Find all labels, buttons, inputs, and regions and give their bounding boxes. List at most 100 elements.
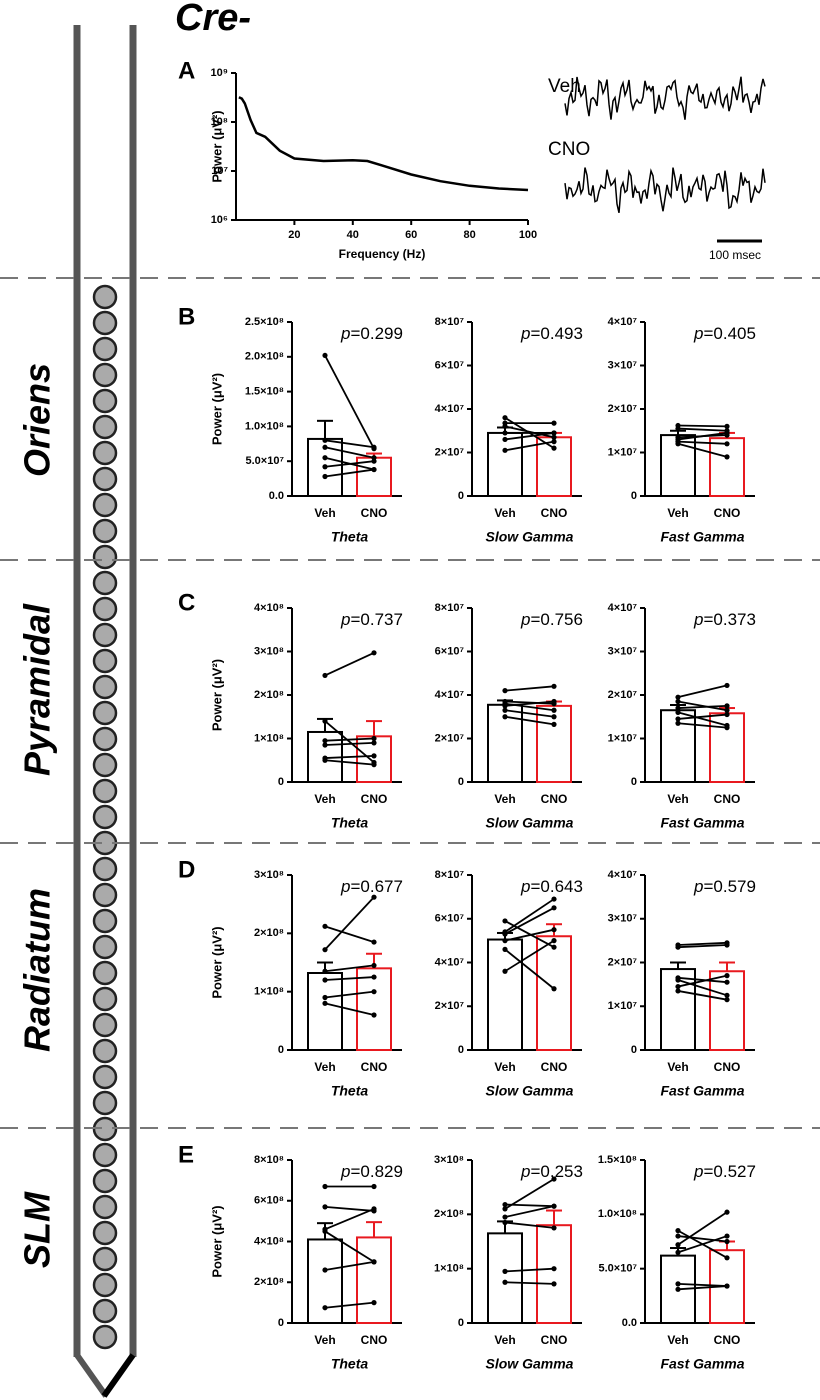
paired-line — [677, 704, 728, 709]
subject-point — [322, 757, 328, 763]
subject-point — [675, 694, 681, 700]
probe-contact — [92, 362, 118, 388]
subject-point — [322, 718, 328, 724]
y-tick-label: 1×10⁸ — [434, 1263, 464, 1275]
subject-point — [371, 894, 377, 900]
bar — [356, 967, 392, 1051]
subject-point — [551, 986, 557, 992]
probe-contact — [92, 986, 118, 1012]
paired-line — [677, 440, 728, 445]
subject-point — [551, 944, 557, 950]
panel-letter: D — [178, 856, 195, 883]
y-tick-label: 0 — [278, 1317, 284, 1329]
paired-line — [677, 700, 728, 712]
subject-point — [371, 1206, 377, 1212]
subject-point — [322, 947, 328, 953]
subject-point — [322, 437, 328, 443]
subject-point — [675, 988, 681, 994]
subject-point — [322, 352, 328, 359]
p-text: =0.527 — [703, 1162, 755, 1181]
bar — [356, 456, 392, 497]
paired-line — [324, 1208, 375, 1231]
probe-contact — [92, 518, 118, 544]
probe-tip — [101, 1353, 136, 1398]
subject-point — [675, 983, 681, 990]
paired-line — [677, 424, 728, 428]
paired-line — [504, 907, 555, 935]
subject-point — [675, 1228, 681, 1234]
y-tick-label: 8×10⁷ — [435, 869, 465, 881]
probe-contact — [92, 388, 118, 414]
error-bar — [719, 961, 735, 972]
paired-line — [324, 741, 375, 746]
panel-letter: C — [178, 589, 195, 616]
subject-point — [322, 1000, 328, 1006]
subject-point — [724, 707, 730, 713]
x-tick-label: Veh — [494, 1333, 515, 1347]
x-tick-label: Veh — [314, 792, 335, 806]
subject-point — [551, 938, 557, 944]
paired-line — [677, 944, 728, 949]
p-text: =0.299 — [350, 324, 402, 343]
y-axis-title: Power (μV²) — [209, 1205, 224, 1277]
subject-point — [502, 1279, 508, 1285]
bar — [487, 938, 523, 1051]
subject-point — [502, 714, 508, 720]
y-tick-label: 0 — [278, 1044, 284, 1056]
subject-point — [551, 707, 557, 713]
subject-point — [675, 709, 681, 716]
paired-line — [677, 941, 728, 946]
subject-point — [551, 1225, 557, 1231]
subject-point — [502, 1201, 508, 1208]
x-tick-label: 100 — [519, 229, 537, 241]
y-tick-label: 4×10⁸ — [254, 602, 284, 614]
paired-line — [504, 685, 555, 692]
probe-contact — [92, 1194, 118, 1220]
paired-line — [324, 1301, 375, 1309]
bar — [487, 1232, 523, 1324]
x-tick-label: CNO — [361, 506, 388, 520]
error-bar — [317, 419, 333, 439]
y-tick-label: 6×10⁸ — [254, 1195, 284, 1207]
y-axis-title: Power (μV²) — [209, 659, 224, 731]
subject-point — [322, 977, 328, 983]
paired-line — [324, 1002, 375, 1016]
paired-line — [324, 737, 375, 742]
subject-point — [371, 458, 377, 464]
paired-line — [504, 440, 555, 452]
probe-contact — [92, 414, 118, 440]
subject-point — [322, 738, 328, 744]
y-tick-label: 2×10⁷ — [608, 956, 638, 968]
subject-point — [371, 1300, 377, 1306]
subject-point — [322, 464, 328, 470]
subject-point — [724, 1283, 730, 1289]
subject-point — [724, 703, 730, 709]
paired-line — [324, 964, 375, 973]
x-tick-label: CNO — [714, 1060, 741, 1074]
probe-contact — [92, 934, 118, 960]
subject-point — [371, 740, 377, 746]
subject-point — [322, 455, 328, 461]
y-tick-label: 8×10⁸ — [254, 1154, 284, 1166]
error-bar — [366, 720, 382, 737]
y-tick-label: 1×10⁷ — [608, 732, 638, 744]
y-tick-label: 0 — [631, 776, 637, 788]
p-symbol: p — [340, 610, 350, 629]
y-tick-label: 0 — [458, 1317, 464, 1329]
paired-line — [504, 1178, 555, 1210]
paired-line — [677, 990, 728, 1001]
x-tick-label: CNO — [361, 1060, 388, 1074]
bar — [307, 972, 343, 1051]
x-tick-label: Veh — [667, 792, 688, 806]
x-tick-label: Veh — [494, 506, 515, 520]
subject-point — [502, 1268, 508, 1274]
p-symbol: p — [693, 610, 703, 629]
x-tick-label: 20 — [288, 229, 300, 241]
scale-bar-label: 100 msec — [709, 248, 761, 262]
x-tick-label: CNO — [541, 1060, 568, 1074]
p-text: =0.579 — [703, 877, 755, 896]
y-tick-label: 4×10⁷ — [435, 689, 465, 701]
p-value: p=0.405 — [693, 324, 756, 343]
subject-point — [502, 703, 508, 709]
